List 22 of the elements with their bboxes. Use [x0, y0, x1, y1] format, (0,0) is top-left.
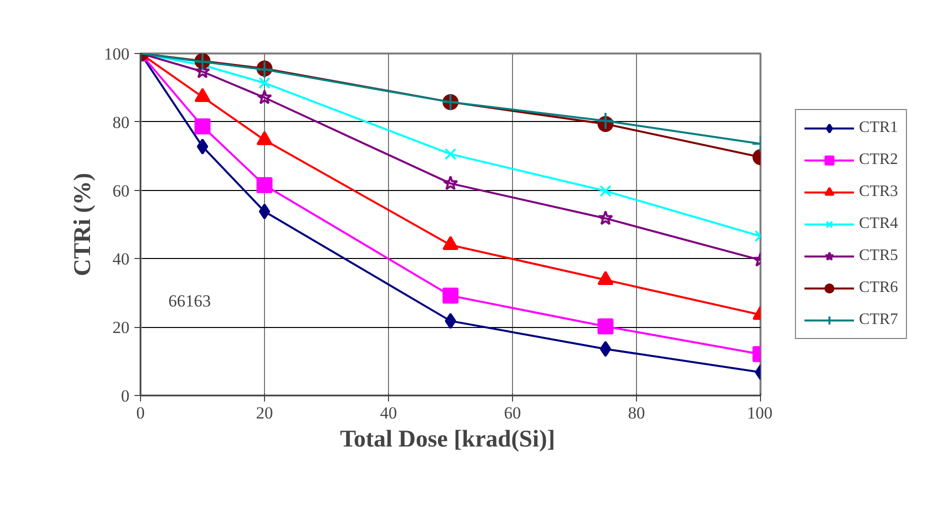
x-tick-label: 100 — [747, 404, 772, 422]
legend-label: CTR7 — [858, 311, 898, 329]
y-tick-label: 40 — [112, 250, 130, 269]
y-axis-title: CTRi (%) — [70, 172, 96, 276]
legend-label: CTR6 — [858, 279, 898, 297]
y-tick-label: 60 — [112, 181, 130, 200]
x-tick-label: 80 — [628, 404, 645, 422]
legend-label: CTR1 — [858, 119, 898, 137]
x-tick-label: 60 — [504, 404, 521, 422]
x-tick-label: 0 — [136, 404, 145, 422]
y-tick-label: 80 — [112, 112, 130, 132]
legend-label: CTR3 — [858, 183, 898, 201]
y-tick-label: 0 — [121, 386, 130, 406]
x-tick-label: 20 — [256, 404, 273, 422]
x-tick-label: 40 — [380, 404, 397, 422]
x-axis-title: Total Dose [krad(Si)] — [340, 426, 556, 452]
y-tick-label: 100 — [104, 44, 130, 64]
legend-label: CTR2 — [858, 151, 898, 169]
legend-label: CTR4 — [858, 215, 898, 233]
y-tick-label: 20 — [112, 318, 130, 338]
legend-label: CTR5 — [858, 247, 898, 265]
annotation: 66163 — [168, 292, 211, 311]
